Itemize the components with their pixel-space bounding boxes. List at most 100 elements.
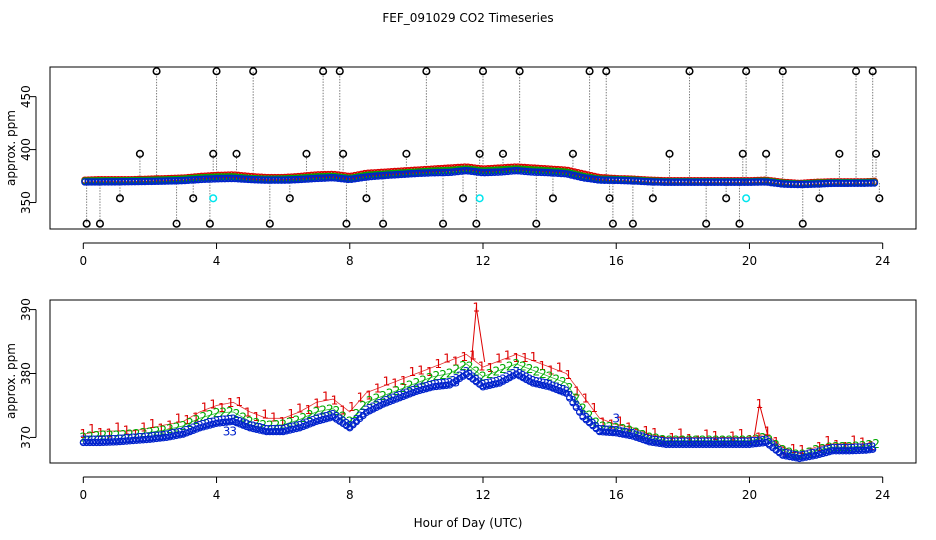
bottom-series-3-point [402, 391, 410, 399]
top-calibration-point [458, 194, 468, 203]
bottom-series-2-label: 2 [353, 407, 361, 421]
bottom-series-3-label: 3 [696, 436, 704, 450]
bottom-series-3-label: 3 [239, 416, 247, 430]
bottom-series-3-point [809, 452, 817, 460]
bottom-series-1-line [83, 353, 873, 454]
bottom-series-3-point [675, 440, 684, 449]
bottom-series-1-label: 1 [175, 412, 183, 426]
bottom-series-2-label: 2 [639, 428, 647, 442]
bottom-y-axis-label: approx. ppm [4, 343, 18, 419]
bottom-series-3-point [426, 384, 434, 392]
bottom-series-2-label: 2 [113, 429, 121, 443]
bottom-series-2-label: 2 [326, 402, 334, 416]
bottom-series-3-label: 3 [622, 426, 630, 440]
bottom-series-1-label: 1 [495, 352, 503, 366]
bottom-series-2-label: 2 [226, 405, 234, 419]
panel-top: 0 4 8 12 16 20 24 350 400 450 approx. ppm [4, 66, 917, 268]
top-calibration-point [265, 219, 274, 228]
bottom-series-3-point [196, 424, 204, 432]
bottom-series-3-point [219, 419, 227, 427]
top-calibration-point [568, 149, 577, 158]
bottom-series-3-label: 3 [626, 427, 634, 441]
bottom-series-3-point [256, 426, 264, 434]
bottom-series-3-label: 3 [572, 399, 580, 413]
bottom-series-3-point [106, 438, 114, 446]
top-calibration-point [722, 194, 731, 203]
bottom-series-3-point [492, 380, 500, 388]
top-calibration-point [648, 194, 657, 203]
bottom-spike-line [753, 404, 760, 436]
top-calibration-point [778, 67, 787, 76]
bottom-series-3-point [416, 386, 424, 395]
bottom-series-1-label: 1 [149, 417, 157, 431]
top-calibration-point [209, 149, 218, 158]
bottom-series-3-point [126, 437, 134, 445]
top-calibration-point [205, 219, 214, 228]
bottom-series-3-point [229, 417, 237, 426]
bottom-series-3-point [649, 438, 657, 447]
bottom-series-3-point [845, 447, 853, 455]
bottom-series-3-point [232, 419, 241, 427]
bottom-series-3-label: 3 [336, 412, 344, 426]
bottom-series-2-label: 2 [839, 440, 847, 454]
bottom-series-2-label: 2 [626, 423, 634, 437]
bottom-series-3-label: 3 [562, 384, 570, 398]
top-x-tick-label: 0 [79, 254, 87, 268]
bottom-series-3-label: 3 [259, 422, 267, 436]
bottom-series-3-point [439, 382, 447, 390]
bottom-series-3-label: 3 [769, 439, 777, 453]
bottom-series-3-point [133, 436, 141, 444]
bottom-series-3-label: 3 [236, 415, 244, 429]
bottom-series-3-label: 3 [642, 432, 650, 446]
bottom-series-1-label: 1 [608, 418, 616, 432]
bottom-x-tick-label: 8 [346, 488, 354, 502]
bottom-series-3-point [609, 429, 617, 437]
bottom-annotation-label: 3 [223, 425, 231, 439]
bottom-series-2-label: 2 [206, 408, 214, 422]
bottom-series-3-point [599, 428, 607, 436]
bottom-series-3-label: 3 [832, 442, 840, 456]
bottom-series-3-label: 3 [129, 432, 137, 446]
bottom-series-1-label: 1 [157, 422, 165, 436]
bottom-series-1-label: 1 [279, 415, 287, 429]
bottom-series-3-label: 3 [636, 430, 644, 444]
bottom-annotation-label: 3 [453, 375, 461, 389]
bottom-series-1-label: 1 [703, 427, 711, 441]
bottom-series-1-label: 1 [296, 402, 304, 416]
bottom-series-2-label: 2 [846, 440, 854, 454]
bottom-series-3-label: 3 [556, 382, 564, 396]
bottom-series-3-point [705, 440, 714, 449]
bottom-y-tick-label: 390 [19, 298, 33, 321]
bottom-series-3-label: 3 [632, 428, 640, 442]
bottom-series-2-label: 2 [599, 419, 607, 433]
bottom-series-3-point [669, 440, 677, 449]
top-calibration-point [135, 149, 144, 158]
top-y-tick-label: 400 [19, 138, 33, 161]
bottom-series-3-point [605, 428, 614, 437]
bottom-series-2-label: 2 [466, 359, 474, 373]
bottom-series-3-label: 3 [792, 449, 800, 463]
bottom-series-1-label: 1 [833, 438, 841, 452]
bottom-series-3-point [242, 422, 251, 431]
bottom-series-1-label: 1 [824, 434, 832, 448]
top-calibration-point [585, 67, 594, 76]
bottom-series-3-label: 3 [586, 414, 594, 428]
bottom-series-3-point [79, 438, 87, 447]
bottom-series-2-label: 2 [699, 434, 707, 448]
bottom-series-2-label: 2 [852, 440, 860, 454]
bottom-series-2-label: 2 [439, 368, 447, 382]
bottom-series-3-point [662, 440, 670, 449]
bottom-series-3-label: 3 [859, 441, 867, 455]
bottom-series-1-label: 1 [365, 388, 373, 402]
bottom-series-1-label: 1 [409, 365, 417, 379]
bottom-series-3-point [299, 422, 307, 431]
top-calibration-point [815, 194, 824, 203]
top-calibration-point [232, 149, 241, 158]
bottom-series-3-point [679, 440, 687, 449]
bottom-series-1-label: 1 [651, 426, 659, 440]
bottom-series-3-label: 3 [106, 433, 114, 447]
bottom-series-3-point [272, 428, 281, 436]
bottom-series-3-label: 3 [263, 423, 271, 437]
bottom-series-3-label: 3 [139, 431, 147, 445]
top-x-axis: 0 4 8 12 16 20 24 [79, 242, 890, 268]
